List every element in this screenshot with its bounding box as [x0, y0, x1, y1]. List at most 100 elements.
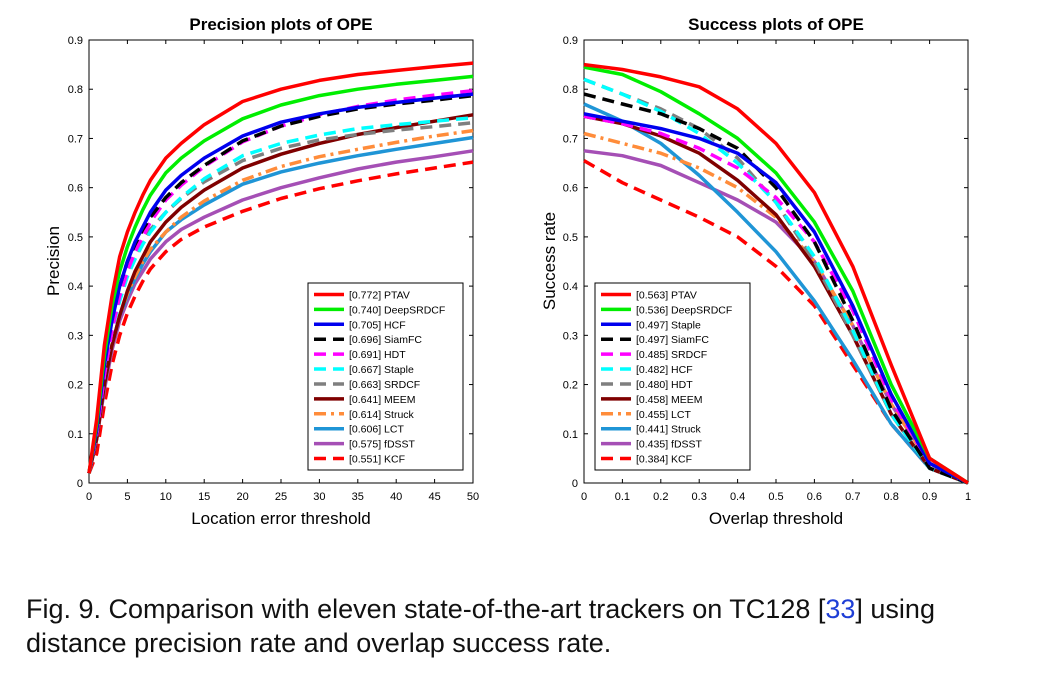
precision-x-tick-label: 0 [86, 491, 92, 503]
success-x-tick-label: 0.4 [730, 491, 745, 503]
citation-link[interactable]: 33 [825, 594, 856, 624]
precision-x-tick-label: 20 [236, 491, 248, 503]
success-series-line-deepsrdcf [583, 65, 969, 485]
precision-legend-label-srdcf: [0.663] SRDCF [349, 379, 420, 391]
success-legend-label-lct: [0.455] LCT [636, 409, 691, 421]
success-series-lines [583, 62, 969, 485]
precision-legend: [0.772] PTAV [0.740] DeepSRDCF [0.705] HCF… [307, 282, 464, 471]
precision-legend-box [307, 282, 464, 471]
precision-y-tick-label: 0.6 [68, 183, 83, 195]
success-y-tick-label: 0.6 [563, 183, 578, 195]
precision-y-tick-label: 0.2 [68, 380, 83, 392]
precision-chart-title: Precision plots of OPE [189, 15, 372, 34]
success-legend-label-siamfc: [0.497] SiamFC [636, 334, 709, 346]
success-legend-label-deepsrdcf: [0.536] DeepSRDCF [636, 304, 732, 316]
precision-legend-label-struck: [0.614] Struck [349, 409, 415, 421]
success-chart-title: Success plots of OPE [688, 15, 864, 34]
precision-series-line-meem [87, 113, 474, 474]
precision-legend-label-siamfc: [0.696] SiamFC [349, 334, 422, 346]
caption-text-end: ] using distance precision rate and over… [26, 594, 935, 658]
success-x-tick-label: 0.7 [845, 491, 860, 503]
success-plot-area: 0 0.1 0.2 0.3 0.4 0.5 0.6 0.7 0.8 0.9 1 0 0.1 0.2 0.3 0… [563, 35, 971, 503]
success-series-line-lct [583, 131, 969, 485]
precision-y-tick-label: 0.9 [68, 35, 83, 47]
success-y-tick-label: 0.9 [563, 35, 578, 47]
success-y-tick-label: 0.5 [563, 232, 578, 244]
precision-x-tick-label: 15 [198, 491, 210, 503]
precision-y-axis-label: Precision [44, 226, 63, 296]
precision-legend-label-ptav: [0.772] PTAV [349, 289, 410, 301]
success-x-tick-label: 0.2 [653, 491, 668, 503]
success-y-tick-label: 0.4 [563, 281, 578, 293]
success-legend-label-kcf: [0.384] KCF [636, 454, 692, 466]
success-x-tick-label: 0.1 [615, 491, 630, 503]
success-series-line-ptav [583, 62, 969, 485]
precision-y-tick-label: 0.1 [68, 429, 83, 441]
success-series-line-siamfc [583, 92, 969, 485]
success-y-tick-label: 0.3 [563, 330, 578, 342]
precision-y-tick-label: 0.3 [68, 330, 83, 342]
success-y-tick-label: 0.7 [563, 133, 578, 145]
precision-x-tick-label: 50 [467, 491, 479, 503]
success-legend: [0.563] PTAV [0.536] DeepSRDCF [0.497] Sta… [594, 282, 751, 471]
success-x-tick-label: 0.6 [807, 491, 822, 503]
success-legend-label-hcf: [0.482] HCF [636, 364, 693, 376]
precision-legend-label-meem: [0.641] MEEM [349, 394, 416, 406]
success-y-tick-label: 0.1 [563, 429, 578, 441]
precision-legend-label-deepsrdcf: [0.740] DeepSRDCF [349, 304, 445, 316]
precision-y-tick-label: 0 [77, 478, 83, 490]
precision-series-line-kcf [87, 160, 474, 474]
precision-y-tick-label: 0.8 [68, 84, 83, 96]
success-series-line-srdcf [583, 114, 969, 485]
success-series-line-hcf [583, 77, 969, 485]
precision-series-line-hcf [87, 92, 474, 474]
precision-legend-label-staple: [0.667] Staple [349, 364, 414, 376]
caption-text-start: Fig. 9. Comparison with eleven state-of-… [26, 594, 826, 624]
success-legend-box [594, 282, 751, 471]
success-legend-label-meem: [0.458] MEEM [636, 394, 703, 406]
figure-caption: Fig. 9. Comparison with eleven state-of-… [26, 592, 1026, 660]
precision-series-lines [87, 61, 474, 474]
precision-series-line-ptav [87, 61, 474, 474]
success-x-tick-label: 0.5 [768, 491, 783, 503]
precision-legend-label-lct: [0.606] LCT [349, 424, 404, 436]
success-x-tick-label: 0 [581, 491, 587, 503]
precision-chart: Precision plots of OPE 0 5 10 15 20 25 30 35 40 4… [44, 15, 479, 528]
precision-x-tick-label: 25 [275, 491, 287, 503]
precision-x-tick-label: 40 [390, 491, 402, 503]
success-legend-label-fdsst: [0.435] fDSST [636, 439, 703, 451]
success-series-line-staple [583, 112, 969, 485]
success-x-tick-label: 0.8 [884, 491, 899, 503]
success-legend-label-ptav: [0.563] PTAV [636, 289, 697, 301]
success-y-tick-label: 0.8 [563, 84, 578, 96]
precision-x-tick-label: 45 [428, 491, 440, 503]
precision-x-axis-label: Location error threshold [191, 509, 371, 528]
precision-y-tick-label: 0.7 [68, 133, 83, 145]
precision-x-tick-label: 10 [160, 491, 172, 503]
success-x-tick-label: 0.3 [692, 491, 707, 503]
success-series-line-struck [583, 102, 969, 485]
success-chart: Success plots of OPE 0 0.1 0.2 0.3 0.4 0.5 0.6… [540, 15, 971, 528]
success-series-line-kcf [583, 159, 969, 485]
success-y-axis-label: Success rate [540, 212, 559, 310]
success-y-tick-label: 0 [572, 478, 578, 490]
precision-x-tick-label: 35 [352, 491, 364, 503]
precision-legend-label-hcf: [0.705] HCF [349, 319, 406, 331]
success-y-tick-label: 0.2 [563, 380, 578, 392]
precision-x-tick-label: 5 [124, 491, 130, 503]
success-x-axis-label: Overlap threshold [709, 509, 843, 528]
precision-x-tick-label: 30 [313, 491, 325, 503]
success-x-tick-label: 0.9 [922, 491, 937, 503]
precision-legend-label-kcf: [0.551] KCF [349, 454, 405, 466]
precision-y-tick-label: 0.5 [68, 232, 83, 244]
success-legend-label-hdt: [0.480] HDT [636, 379, 693, 391]
success-legend-label-srdcf: [0.485] SRDCF [636, 349, 707, 361]
precision-y-tick-label: 0.4 [68, 281, 83, 293]
precision-legend-label-fdsst: [0.575] fDSST [349, 439, 416, 451]
success-x-tick-label: 1 [965, 491, 971, 503]
success-legend-label-struck: [0.441] Struck [636, 424, 702, 436]
precision-plot-area: 0 5 10 15 20 25 30 35 40 45 50 0 0.1 0.2 0.3 0.4 0.5 0.6 0… [68, 35, 479, 503]
success-legend-label-staple: [0.497] Staple [636, 319, 701, 331]
precision-legend-label-hdt: [0.691] HDT [349, 349, 406, 361]
figure: Precision plots of OPE 0 5 10 15 20 25 30 35 40 4… [44, 15, 971, 528]
